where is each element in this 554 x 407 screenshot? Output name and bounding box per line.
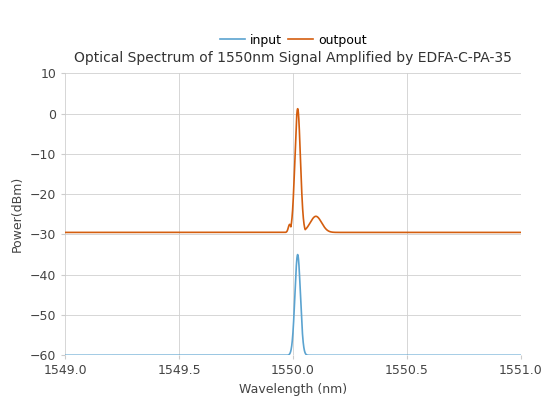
Line: outpout: outpout — [65, 109, 521, 232]
X-axis label: Wavelength (nm): Wavelength (nm) — [239, 383, 347, 396]
input — [336, 353, 343, 358]
Title: Optical Spectrum of 1550nm Signal Amplified by EDFA-C-PA-35: Optical Spectrum of 1550nm Signal Amplif… — [74, 51, 512, 65]
outpout — [336, 230, 343, 235]
input — [517, 353, 524, 358]
Legend: input, outpout: input, outpout — [214, 29, 372, 52]
input — [62, 353, 69, 358]
outpout — [400, 230, 407, 235]
Line: input: input — [65, 254, 521, 355]
outpout — [294, 106, 301, 111]
input — [237, 353, 243, 358]
outpout — [172, 230, 178, 235]
Y-axis label: Power(dBm): Power(dBm) — [11, 176, 24, 252]
input — [309, 353, 316, 358]
outpout — [517, 230, 524, 235]
input — [172, 353, 178, 358]
outpout — [62, 230, 69, 235]
input — [400, 353, 407, 358]
input — [93, 353, 100, 358]
outpout — [237, 230, 243, 235]
outpout — [93, 230, 100, 235]
input — [294, 252, 301, 257]
outpout — [309, 217, 316, 221]
